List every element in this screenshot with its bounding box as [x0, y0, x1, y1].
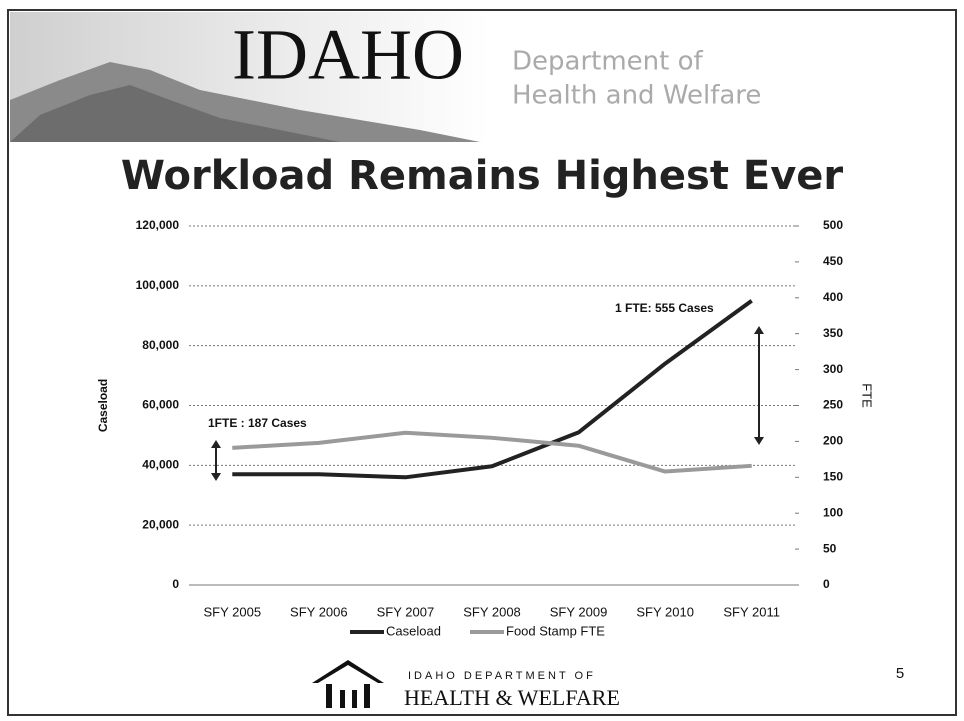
footer-line: IDAHO DEPARTMENT OF [408, 670, 596, 682]
x-tick-label: SFY 2006 [290, 604, 348, 619]
figure [364, 684, 370, 708]
y-axis-label: Caseload [96, 379, 110, 432]
y-tick-label: 120,000 [136, 218, 180, 232]
footer-logo [312, 660, 384, 708]
x-tick-label: SFY 2009 [550, 604, 608, 619]
y2-tick-label: 450 [823, 254, 843, 268]
y2-tick-label: 0 [823, 577, 830, 591]
x-tick-label: SFY 2005 [203, 604, 261, 619]
y2-tick-label: 250 [823, 398, 843, 412]
legend-label: Food Stamp FTE [506, 623, 605, 638]
y-tick-label: 60,000 [142, 398, 179, 412]
logo: IDAHO [232, 15, 464, 95]
series-line [232, 299, 753, 480]
y2-tick-label: 400 [823, 290, 843, 304]
x-tick-label: SFY 2011 [723, 604, 780, 619]
annotation: 1FTE : 187 Cases [208, 416, 307, 430]
y2-axis-label: FTE [860, 383, 875, 408]
roof [312, 660, 384, 683]
y2-tick-label: 50 [823, 541, 837, 555]
slide-border [7, 9, 957, 716]
arrow-head [211, 473, 221, 481]
y-tick-label: 0 [172, 577, 179, 591]
y-tick-label: 100,000 [136, 278, 180, 292]
figure [352, 690, 357, 708]
mountain [10, 85, 340, 142]
slide-number: 5 [896, 665, 904, 682]
y2-tick-label: 350 [823, 326, 843, 340]
department: Department of [512, 47, 704, 77]
x-tick-label: SFY 2008 [463, 604, 521, 619]
x-tick-label: SFY 2010 [636, 604, 694, 619]
figure [326, 684, 332, 708]
y2-tick-label: 500 [823, 218, 843, 232]
arrow-head [754, 326, 764, 334]
y2-tick-label: 100 [823, 505, 843, 519]
legend-label: Caseload [386, 623, 441, 638]
series-line [232, 430, 752, 474]
figure [340, 690, 345, 708]
arrow-head [211, 440, 221, 448]
arrow-head [754, 437, 764, 445]
y-tick-label: 20,000 [142, 517, 179, 531]
chart-title: Workload Remains Highest Ever [121, 153, 844, 199]
y-tick-label: 40,000 [142, 458, 179, 472]
y2-tick-label: 200 [823, 434, 843, 448]
annotation: 1 FTE: 555 Cases [615, 301, 714, 315]
y-tick-label: 80,000 [142, 338, 179, 352]
plot: 0 20,000 40,000 60,000 80,000 100,000 120,000 0… [96, 218, 874, 638]
y2-tick-label: 150 [823, 469, 843, 483]
department: Health and Welfare [512, 81, 761, 111]
x-tick-label: SFY 2007 [377, 604, 435, 619]
footer-line: HEALTH & WELFARE [404, 685, 620, 710]
y2-tick-label: 300 [823, 362, 843, 376]
